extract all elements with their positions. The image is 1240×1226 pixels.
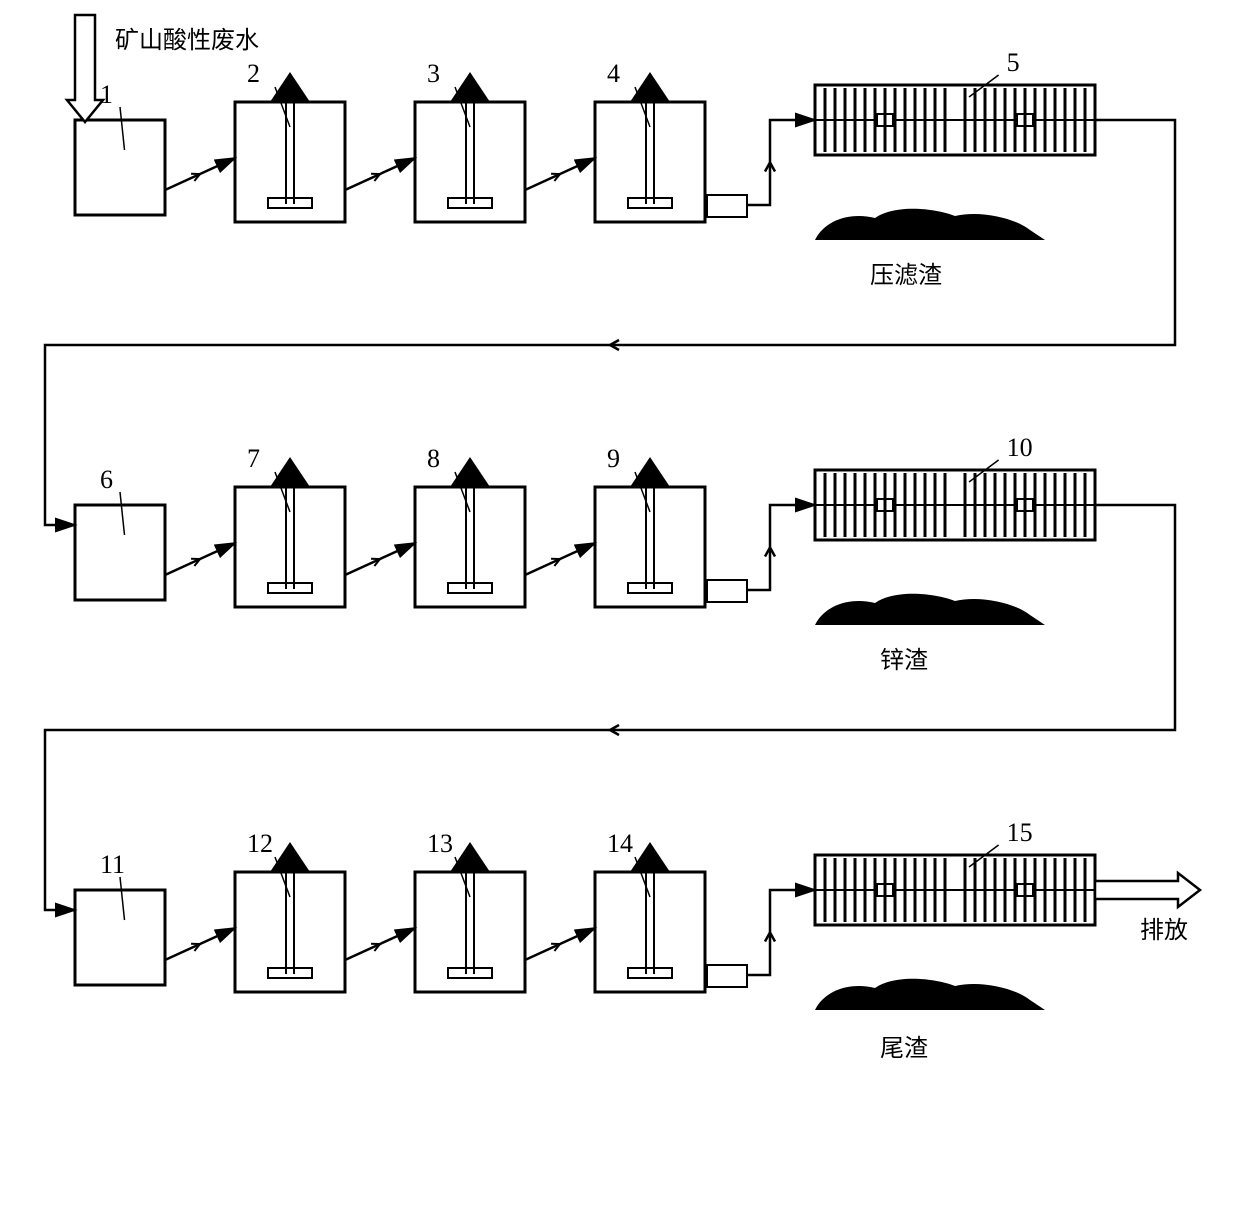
- input-label: 矿山酸性废水: [115, 20, 259, 55]
- filter-press: [815, 85, 1095, 155]
- outlet-arrow-icon: [1095, 873, 1200, 907]
- unit-number: 7: [247, 444, 260, 473]
- motor-icon: [450, 457, 490, 487]
- stirred-tank: [415, 102, 525, 222]
- unit-number: 14: [607, 829, 633, 858]
- storage-tank: [75, 120, 165, 215]
- unit-number: 5: [1007, 48, 1020, 77]
- pump: [707, 580, 747, 602]
- unit-number: 2: [247, 59, 260, 88]
- flow-line: [747, 890, 815, 975]
- unit-number: 3: [427, 59, 440, 88]
- slag-pile-icon: [815, 594, 1045, 625]
- flow-line: [747, 505, 815, 590]
- filter-press: [815, 855, 1095, 925]
- stirred-tank: [415, 487, 525, 607]
- output-label: 排放: [1140, 910, 1188, 945]
- stirred-tank: [235, 487, 345, 607]
- motor-icon: [450, 842, 490, 872]
- stirred-tank: [235, 872, 345, 992]
- slag-pile-icon: [815, 209, 1045, 240]
- slag2-label: 锌渣: [880, 640, 928, 675]
- stirred-tank: [235, 102, 345, 222]
- unit-number: 8: [427, 444, 440, 473]
- unit-number: 9: [607, 444, 620, 473]
- flow-line: [747, 120, 815, 205]
- slag-pile-icon: [815, 979, 1045, 1010]
- motor-icon: [630, 842, 670, 872]
- stirred-tank: [595, 872, 705, 992]
- unit-number: 10: [1007, 433, 1033, 462]
- unit-number: 15: [1007, 818, 1033, 847]
- slag3-label: 尾渣: [880, 1028, 928, 1063]
- stirred-tank: [595, 487, 705, 607]
- unit-number: 1: [100, 80, 113, 109]
- stirred-tank: [415, 872, 525, 992]
- motor-icon: [270, 72, 310, 102]
- motor-icon: [270, 457, 310, 487]
- stirred-tank: [595, 102, 705, 222]
- motor-icon: [630, 457, 670, 487]
- motor-icon: [450, 72, 490, 102]
- unit-number: 4: [607, 59, 620, 88]
- pump: [707, 965, 747, 987]
- unit-number: 12: [247, 829, 273, 858]
- motor-icon: [630, 72, 670, 102]
- unit-number: 13: [427, 829, 453, 858]
- storage-tank: [75, 505, 165, 600]
- unit-number: 6: [100, 465, 113, 494]
- unit-number: 11: [100, 850, 125, 879]
- inlet-arrow-icon: [67, 15, 103, 122]
- filter-press: [815, 470, 1095, 540]
- pump: [707, 195, 747, 217]
- storage-tank: [75, 890, 165, 985]
- slag1-label: 压滤渣: [870, 255, 942, 290]
- motor-icon: [270, 842, 310, 872]
